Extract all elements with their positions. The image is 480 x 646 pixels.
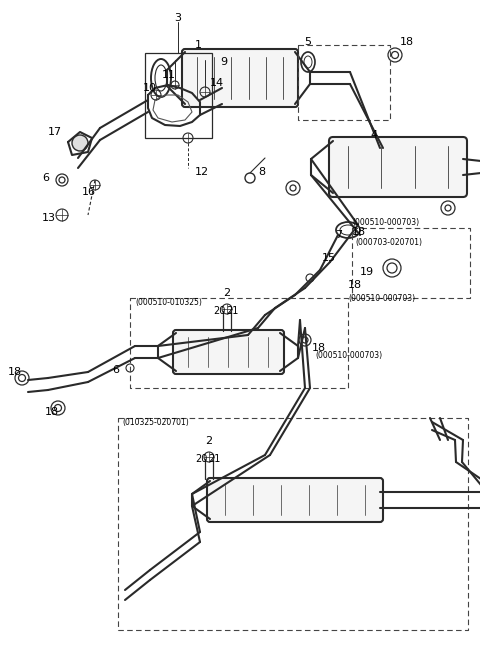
Text: 20: 20 bbox=[195, 454, 207, 464]
Text: 18: 18 bbox=[348, 280, 362, 290]
Text: 13: 13 bbox=[42, 213, 56, 223]
Text: 3: 3 bbox=[175, 13, 181, 23]
Text: (000510-000703): (000510-000703) bbox=[352, 218, 419, 227]
FancyBboxPatch shape bbox=[207, 478, 383, 522]
Text: (000510-010325): (000510-010325) bbox=[135, 298, 202, 306]
Text: 18: 18 bbox=[8, 367, 22, 377]
Bar bbox=[145, 53, 212, 138]
Text: 18: 18 bbox=[45, 407, 59, 417]
Text: (000510-000703): (000510-000703) bbox=[315, 351, 382, 360]
Text: 6: 6 bbox=[42, 173, 49, 183]
Text: 7: 7 bbox=[335, 230, 342, 240]
Text: 18: 18 bbox=[400, 37, 414, 47]
Text: 2: 2 bbox=[205, 436, 213, 446]
Circle shape bbox=[72, 135, 88, 151]
Text: 9: 9 bbox=[220, 57, 227, 67]
Text: (010325-020701): (010325-020701) bbox=[122, 417, 189, 426]
Text: (000703-020701): (000703-020701) bbox=[355, 238, 422, 247]
Text: 4: 4 bbox=[370, 130, 377, 140]
FancyBboxPatch shape bbox=[329, 137, 467, 197]
Text: 2: 2 bbox=[223, 288, 230, 298]
Text: 20: 20 bbox=[213, 306, 226, 316]
Text: 6: 6 bbox=[112, 365, 119, 375]
Text: 16: 16 bbox=[82, 187, 96, 197]
Text: 5: 5 bbox=[304, 37, 312, 47]
Text: 18: 18 bbox=[312, 343, 326, 353]
Text: 8: 8 bbox=[258, 167, 265, 177]
Text: 18: 18 bbox=[352, 227, 366, 237]
Text: 21: 21 bbox=[226, 306, 239, 316]
Text: 17: 17 bbox=[48, 127, 62, 137]
Text: 10: 10 bbox=[143, 83, 157, 93]
Text: 19: 19 bbox=[360, 267, 374, 277]
Text: 1: 1 bbox=[195, 40, 202, 50]
Text: 11: 11 bbox=[162, 70, 176, 80]
Text: 21: 21 bbox=[208, 454, 220, 464]
Text: 14: 14 bbox=[210, 78, 224, 88]
FancyBboxPatch shape bbox=[173, 330, 284, 374]
FancyBboxPatch shape bbox=[182, 49, 298, 107]
Text: 12: 12 bbox=[195, 167, 209, 177]
Text: (000510-000703): (000510-000703) bbox=[348, 293, 415, 302]
Text: 15: 15 bbox=[322, 253, 336, 263]
